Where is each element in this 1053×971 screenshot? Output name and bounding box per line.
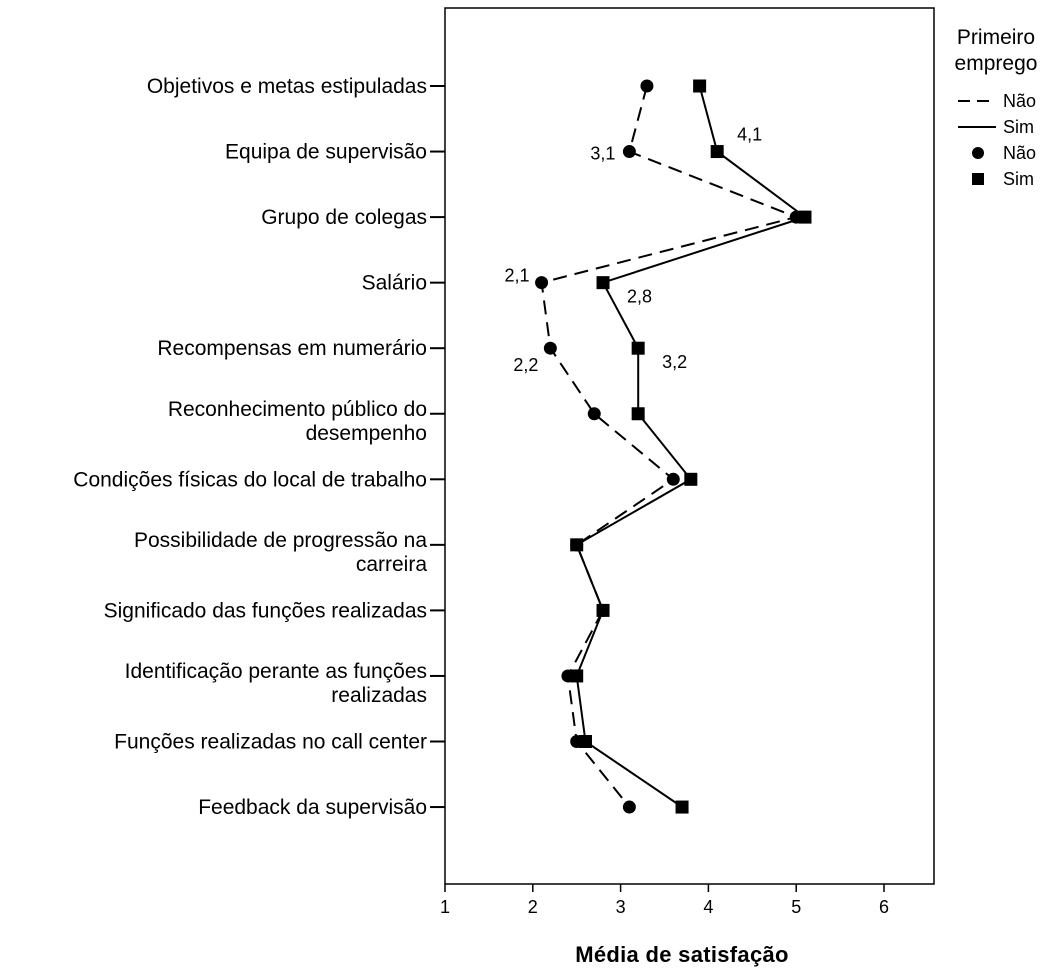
legend-label: Não [1003, 143, 1036, 163]
series-lines [540, 85, 808, 808]
point-nao [543, 341, 557, 355]
legend-title: Primeiro [957, 26, 1035, 49]
category-label: Condições físicas do local de trabalho [73, 468, 427, 491]
data-label: 3,1 [590, 144, 615, 164]
legend-swatch-square [972, 173, 984, 185]
category-label: Recompensas em numerário [157, 337, 427, 360]
data-label: 4,1 [737, 125, 762, 145]
category-label: Identificação perante as funções [125, 660, 427, 683]
series-line-nao [540, 85, 800, 808]
legend: Primeiro emprego Não Sim Não Sim [955, 26, 1038, 189]
x-axis: 1 2 3 4 5 6 [440, 884, 889, 917]
x-tick-label: 2 [528, 897, 538, 917]
data-label: 3,2 [662, 352, 687, 372]
category-label: Reconhecimento público do [168, 398, 427, 421]
x-tick-label: 1 [440, 897, 450, 917]
point-nao [666, 472, 680, 486]
x-tick-label: 6 [879, 897, 889, 917]
data-label: 2,1 [505, 266, 530, 286]
category-label: Objetivos e metas estipuladas [147, 75, 427, 98]
point-sim [710, 145, 724, 159]
point-nao [622, 145, 636, 159]
point-sim [570, 538, 584, 552]
x-tick-label: 5 [791, 897, 801, 917]
point-sim [578, 735, 592, 748]
series-markers [535, 79, 812, 814]
x-tick-label: 4 [703, 897, 713, 917]
category-label-cont: desempenho [306, 422, 427, 445]
point-sim [631, 341, 645, 355]
legend-label: Sim [1003, 169, 1034, 189]
category-label-cont: carreira [356, 553, 428, 576]
legend-swatch-circle [972, 147, 984, 159]
category-label: Equipa de supervisão [225, 141, 427, 164]
legend-label: Sim [1003, 117, 1034, 137]
category-label: Salário [362, 272, 427, 295]
y-axis: Objetivos e metas estipuladas Equipa de s… [73, 75, 445, 819]
legend-title-cont: emprego [955, 52, 1038, 75]
category-label: Significado das funções realizadas [104, 599, 427, 622]
point-sim [798, 210, 812, 224]
plot-frame [444, 7, 935, 885]
point-nao [587, 407, 601, 421]
category-label: Grupo de colegas [261, 206, 427, 229]
data-label: 2,2 [513, 355, 538, 375]
data-labels: 3,1 4,1 2,1 2,8 2,2 3,2 [505, 125, 763, 376]
point-nao [622, 800, 636, 814]
point-sim [693, 79, 707, 93]
category-label: Possibilidade de progressão na [134, 529, 427, 552]
point-sim [596, 603, 610, 617]
point-nao [535, 276, 549, 290]
point-sim [570, 669, 584, 683]
data-label: 2,8 [627, 287, 652, 307]
point-sim [684, 472, 698, 486]
category-label-cont: realizadas [331, 684, 427, 707]
x-axis-title: Média de satisfação [575, 942, 789, 967]
point-sim [675, 800, 689, 814]
category-label: Funções realizadas no call center [114, 731, 427, 754]
category-label: Feedback da supervisão [198, 796, 427, 819]
point-nao [640, 79, 654, 93]
point-sim [596, 276, 610, 290]
point-sim [631, 407, 645, 421]
x-tick-label: 3 [616, 897, 626, 917]
legend-label: Não [1003, 91, 1036, 111]
series-line-sim [575, 85, 808, 808]
